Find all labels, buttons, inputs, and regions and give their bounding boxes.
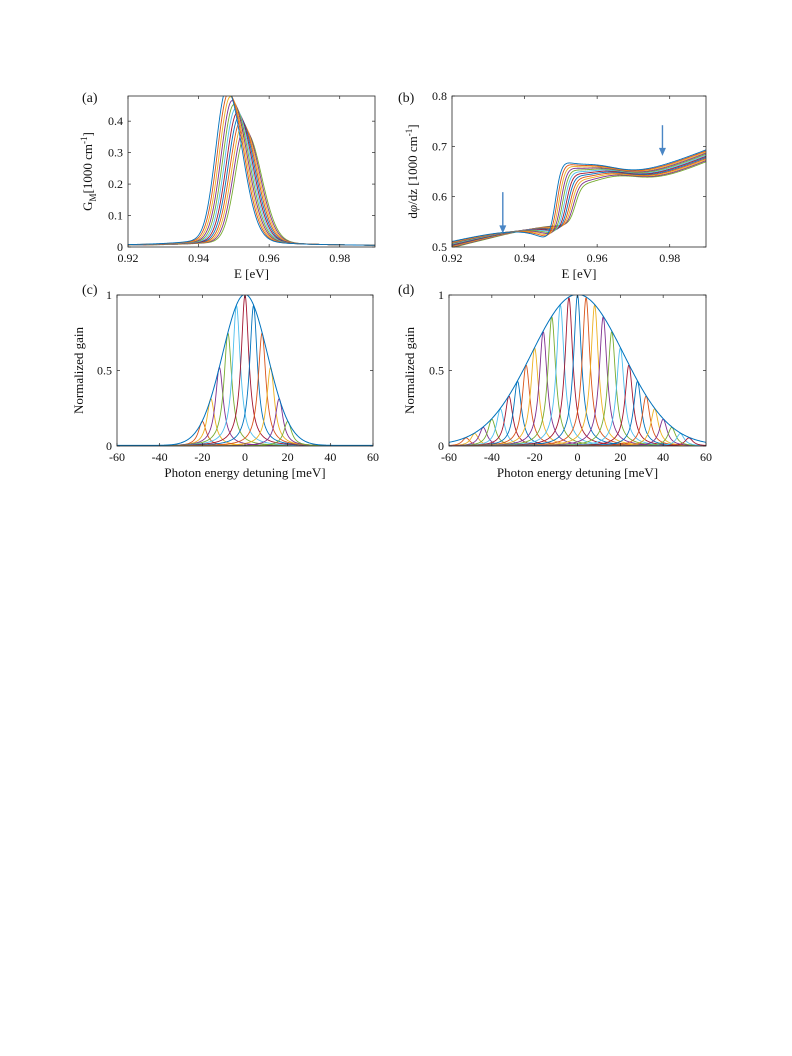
x-tick-label: -60 — [109, 450, 125, 464]
x-tick-label: -20 — [194, 450, 210, 464]
x-tick-label: 0.92 — [442, 251, 463, 265]
y-tick-label: 1 — [106, 288, 112, 302]
x-tick-label: 20 — [614, 450, 626, 464]
y-tick-label: 0 — [117, 240, 123, 254]
y-tick-label: 0 — [438, 439, 444, 453]
plot-area — [117, 295, 373, 446]
y-axis-label: Normalized gain — [402, 327, 417, 414]
down-arrow-head — [499, 225, 507, 234]
y-tick-label: 1 — [438, 288, 444, 302]
x-tick-label: -40 — [152, 450, 168, 464]
panel-d: -60 -40 -20 0 20 40 60 0 0.5 1 Photon energy detun… — [402, 288, 712, 480]
gain-curve — [128, 96, 375, 246]
x-tick-label: 0 — [575, 450, 581, 464]
x-tick-label: 40 — [657, 450, 669, 464]
axes-frame — [451, 95, 707, 248]
x-tick-label: 0.96 — [587, 251, 608, 265]
x-tick-label: 0.94 — [188, 251, 209, 265]
x-tick-label: 0.98 — [659, 251, 680, 265]
y-tick-label: 0.6 — [432, 190, 447, 204]
x-tick-label: 60 — [367, 450, 379, 464]
x-tick-label: 0.92 — [118, 251, 139, 265]
panel-c: -60 -40 -20 0 20 40 60 0 0.5 1 Photon energy detun… — [71, 288, 379, 480]
y-tick-label: 0.7 — [432, 139, 447, 153]
y-tick-label: 0.3 — [108, 146, 123, 160]
x-tick-label: -60 — [441, 450, 457, 464]
x-tick-label: 20 — [282, 450, 294, 464]
x-tick-label: -20 — [527, 450, 543, 464]
y-tick-label: 0.5 — [97, 364, 112, 378]
y-tick-label: 0.5 — [432, 240, 447, 254]
panel-tag: (d) — [398, 283, 415, 298]
y-tick-label: 0.2 — [108, 177, 123, 191]
x-axis-label: Photon energy detuning [meV] — [164, 465, 325, 480]
x-tick-label: 0.98 — [329, 251, 350, 265]
gain-envelope — [449, 295, 706, 443]
panel-tag: (b) — [398, 91, 415, 106]
panel-tag: (c) — [82, 283, 98, 298]
phase-curve — [452, 149, 706, 242]
y-tick-label: 0.8 — [432, 89, 447, 103]
x-axis-label: E [eV] — [234, 266, 269, 281]
x-tick-label: 60 — [700, 450, 712, 464]
y-axis-label: Normalized gain — [71, 327, 86, 414]
y-tick-label: 0.5 — [429, 364, 444, 378]
y-axis-label: dφ/dz [1000 cm-1] — [404, 124, 420, 218]
down-arrow-head — [658, 147, 666, 156]
x-tick-label: 40 — [324, 450, 336, 464]
x-tick-label: 0 — [242, 450, 248, 464]
y-tick-label: 0.1 — [108, 209, 123, 223]
x-axis-label: E [eV] — [561, 266, 596, 281]
curves — [452, 149, 706, 247]
x-axis-label: Photon energy detuning [meV] — [497, 465, 658, 480]
panel-a: 0.92 0.94 0.96 0.98 0 0.1 0.2 0.3 0.4 E [eV] GM[10… — [79, 95, 376, 281]
axes-frame — [127, 95, 376, 248]
curves — [128, 96, 375, 246]
panel-tag: (a) — [82, 91, 98, 106]
y-tick-label: 0.4 — [108, 114, 123, 128]
panel-b: 0.92 0.94 0.96 0.98 0.5 0.6 0.7 0.8 E [eV] dφ/dz … — [404, 89, 707, 281]
x-tick-label: -40 — [484, 450, 500, 464]
y-tick-label: 0 — [106, 439, 112, 453]
y-axis-label: GM[1000 cm-1] — [79, 132, 98, 211]
x-tick-label: 0.96 — [259, 251, 280, 265]
x-tick-label: 0.94 — [514, 251, 535, 265]
plot-area — [449, 295, 706, 446]
